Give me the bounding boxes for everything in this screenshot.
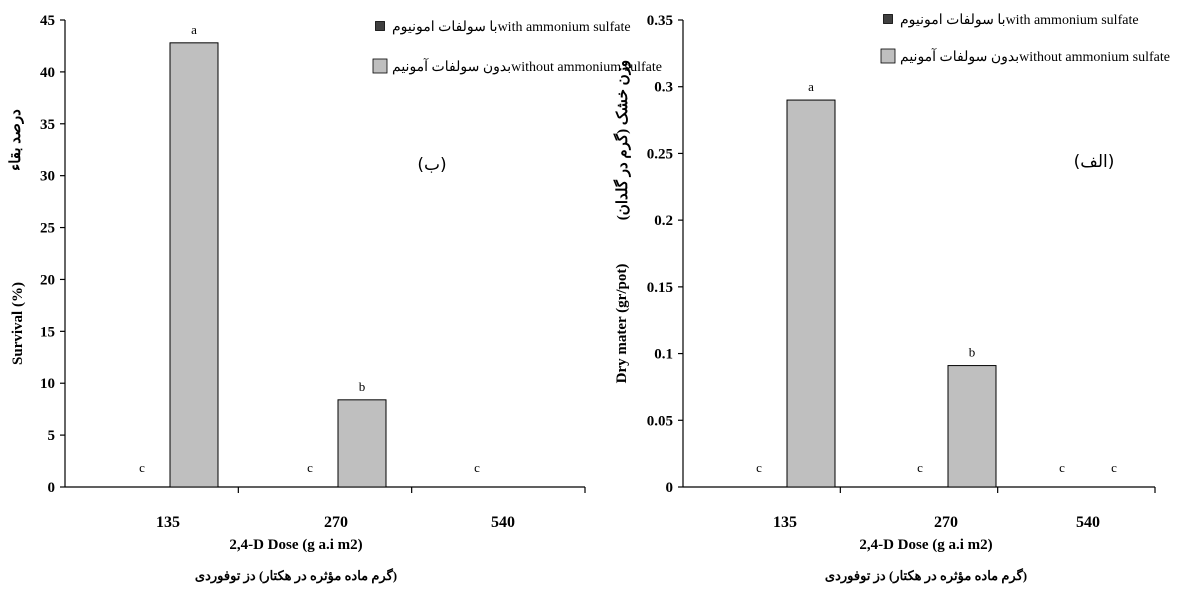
legend: با سولفات امونیومwith ammonium sulfate بد… [372, 20, 662, 75]
legend-entry: بدون سولفات آمونیمwithout ammonium sulfa… [392, 57, 662, 75]
significance-label: c [307, 460, 313, 475]
significance-label: c [1059, 460, 1065, 475]
x-category-label: 135 [773, 514, 797, 531]
significance-label: c [139, 460, 145, 475]
x-axis-label-fa: (گرم ماده مؤثره در هکتار) دز توفوردی [825, 567, 1027, 584]
x-axis-label: 2,4-D Dose (g a.i m2) [229, 537, 362, 553]
significance-label: c [917, 460, 923, 475]
x-axis-label: 2,4-D Dose (g a.i m2) [859, 537, 992, 553]
panel-label: (الف) [1074, 152, 1115, 172]
panel-label: (ب) [417, 155, 446, 175]
y-tick-label: 0.1 [654, 347, 673, 363]
bar-without-sulfate [947, 365, 997, 488]
y-axis-label: Dry mater (gr/pot) [614, 264, 630, 384]
significance-label: a [808, 79, 814, 94]
y-tick-label: 30 [40, 169, 55, 185]
y-tick-label: 25 [40, 221, 55, 237]
y-tick-label: 35 [40, 117, 55, 133]
y-tick-label: 0.3 [654, 80, 673, 96]
y-tick-label: 0.35 [647, 13, 673, 29]
y-tick-label: 15 [40, 324, 55, 340]
y-tick-label: 0.15 [647, 280, 673, 296]
significance-label: b [359, 379, 366, 394]
y-tick-label: 0.05 [647, 413, 673, 429]
y-tick-label: 45 [40, 13, 55, 29]
y-tick-label: 5 [48, 428, 56, 444]
legend-swatch [883, 14, 893, 24]
legend-entry: بدون سولفات آمونیمwithout ammonium sulfa… [900, 47, 1170, 65]
significance-label: c [1111, 460, 1117, 475]
significance-label: c [756, 460, 762, 475]
chart-panel-1: 0 5 10 15 20 25 30 35 40 45 135 270 540 c c c a b Survival… [8, 13, 662, 584]
y-tick-label: 0 [666, 480, 674, 496]
bar-without-sulfate [169, 42, 219, 488]
y-axis-label-fa: وزن خشک (گرم در گلدان) [613, 60, 631, 220]
y-tick-label: 0.25 [647, 146, 673, 162]
x-category-label: 540 [1076, 514, 1100, 531]
bar-without-sulfate [337, 399, 387, 488]
bar-without-sulfate [786, 99, 836, 488]
y-tick-label: 0.2 [654, 213, 673, 229]
chart-panel-2: 0 0.05 0.1 0.15 0.2 0.25 0.3 0.35 135 270 540 c c c a b… [613, 13, 1170, 584]
x-axis-label-fa: (گرم ماده مؤثره در هکتار) دز توفوردی [195, 567, 397, 584]
y-tick-label: 0 [48, 480, 56, 496]
y-tick-label: 10 [40, 376, 55, 392]
y-tick-label: 40 [40, 65, 55, 81]
legend-entry: با سولفات امونیومwith ammonium sulfate [392, 20, 631, 35]
legend-swatch [375, 21, 385, 31]
significance-label: c [474, 460, 480, 475]
x-category-label: 540 [491, 514, 515, 531]
significance-label: b [969, 345, 976, 360]
legend-swatch [880, 48, 896, 64]
y-axis-label-fa: درصد بقاء [8, 109, 24, 171]
y-tick-label: 20 [40, 272, 55, 288]
legend-entry: با سولفات امونیومwith ammonium sulfate [900, 13, 1139, 28]
x-category-label: 270 [324, 514, 348, 531]
legend: با سولفات امونیومwith ammonium sulfate بد… [880, 13, 1170, 65]
significance-label: a [191, 22, 197, 37]
y-axis-label: Survival (%) [10, 282, 26, 365]
legend-swatch [372, 58, 388, 74]
x-category-label: 135 [156, 514, 180, 531]
x-category-label: 270 [934, 514, 958, 531]
